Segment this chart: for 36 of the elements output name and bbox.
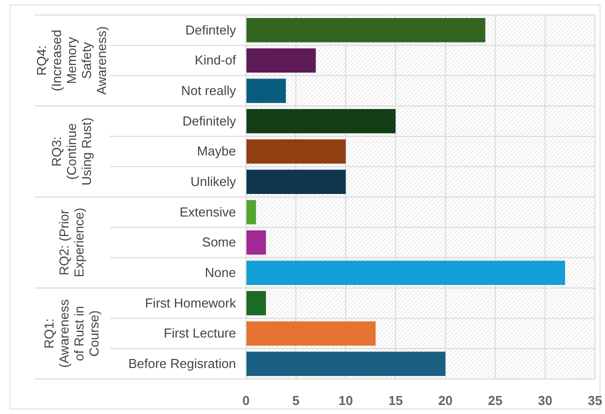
bar xyxy=(246,78,286,103)
x-tick-label: 20 xyxy=(438,393,453,408)
y-tick-label: Definitely xyxy=(182,113,236,128)
bar xyxy=(246,139,346,164)
bar xyxy=(246,260,566,285)
y-tick-label: Before Regisration xyxy=(128,356,236,371)
text: RQ3: (Continue Using Rust) xyxy=(49,118,94,186)
y-tick-label: Kind-of xyxy=(194,52,236,68)
bar xyxy=(246,48,316,73)
text: RQ4: (Increased Memory Safety Awareness) xyxy=(34,26,109,95)
bar xyxy=(246,200,256,224)
bar xyxy=(246,170,346,194)
y-tick-label: First Lecture xyxy=(164,326,236,341)
bar xyxy=(246,230,266,255)
y-tick-label: Extensive xyxy=(180,204,236,220)
y-tick-label: First Homework xyxy=(144,295,236,310)
x-tick-label: 35 xyxy=(588,393,602,408)
bar xyxy=(246,321,376,346)
text: RQ1: (Awareness of Rust in Course) xyxy=(42,298,102,368)
y-tick-label: Some xyxy=(202,234,236,250)
y-tick-label: None xyxy=(204,264,236,280)
text: RQ2: (Prior Experience) xyxy=(56,208,86,278)
x-tick-label: 25 xyxy=(488,393,503,408)
y-tick-label: Unlikely xyxy=(190,174,236,189)
x-tick-label: 0 xyxy=(242,393,250,408)
x-tick-label: 10 xyxy=(338,393,353,408)
y-tick-label: Not really xyxy=(181,82,236,98)
x-tick-label: 30 xyxy=(538,393,552,408)
bar xyxy=(246,18,486,42)
bar xyxy=(246,109,396,134)
y-tick-label: Defintely xyxy=(185,22,236,38)
y-tick-label: Maybe xyxy=(196,144,236,159)
x-tick-label: 15 xyxy=(388,393,403,408)
x-tick-label: 5 xyxy=(292,393,300,408)
bar xyxy=(246,352,446,376)
bar xyxy=(246,291,266,316)
